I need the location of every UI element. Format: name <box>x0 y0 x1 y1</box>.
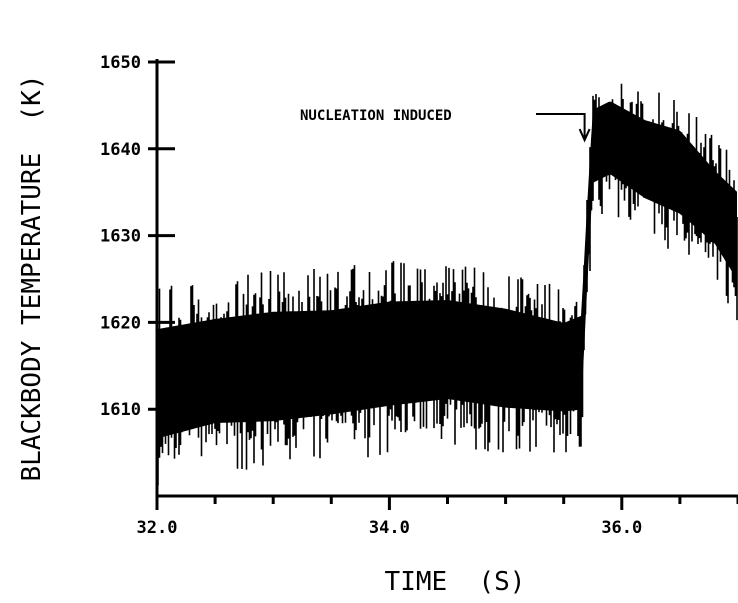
annotation: NUCLEATION INDUCED <box>300 108 591 143</box>
x-tick-label: 34.0 <box>369 518 410 538</box>
series-trace <box>157 83 738 486</box>
y-axis-title: BLACKBODY TEMPERATURE (K) <box>17 75 47 482</box>
annotation-arrow <box>536 113 591 143</box>
plot-area <box>157 83 738 486</box>
y-axis: 1610 1620 1630 1640 1650 <box>100 53 175 496</box>
y-tick-label: 1630 <box>100 227 141 247</box>
x-tick-label: 36.0 <box>601 518 642 538</box>
annotation-label: NUCLEATION INDUCED <box>300 108 452 124</box>
y-tick-label: 1620 <box>100 313 141 333</box>
y-tick-label: 1650 <box>100 53 141 73</box>
x-axis-title: TIME (S) <box>385 567 526 597</box>
x-tick-label: 32.0 <box>137 518 178 538</box>
y-tick-label: 1610 <box>100 400 141 420</box>
y-tick-label: 1640 <box>100 140 141 160</box>
x-axis: 32.0 34.0 36.0 <box>137 494 738 538</box>
